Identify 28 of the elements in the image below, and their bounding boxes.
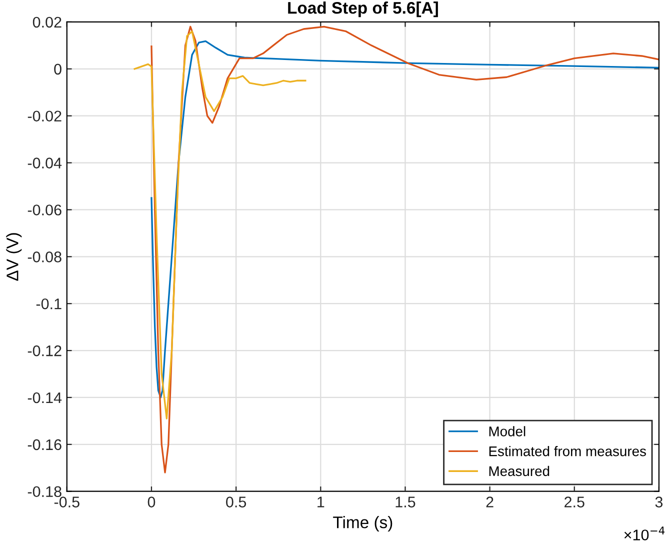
x-tick-label: 0 (148, 496, 156, 508)
text: ×10$^{−4}$ (624, 526, 665, 540)
y-tick-label: -0.08 (28, 252, 62, 262)
x-tick-label: 0.5 (226, 496, 246, 508)
y-tick-label: -0.06 (28, 204, 62, 216)
x-tick-label: -0.5 (54, 496, 80, 508)
y-axis-title: ΔV (V) (6, 233, 22, 281)
y-tick-label: -0.04 (28, 158, 62, 168)
y-tick-label: -0.14 (28, 392, 62, 404)
y-tick-label: -0.12 (28, 345, 62, 356)
chart-title: Load Step of 5.6[A] (288, 2, 438, 18)
x-tick-label: 3 (655, 496, 663, 508)
y-tick-label: -0.18 (28, 486, 62, 498)
x-axis-title: Time (s) (333, 516, 392, 532)
legend-label: Measured (489, 466, 550, 476)
x-tick-label: 2.5 (564, 496, 584, 508)
x-tick-label: 1 (318, 496, 324, 508)
y-tick-label: -0.1 (36, 298, 62, 310)
line-series (150, 40, 659, 398)
line-series (134, 30, 306, 420)
x-tick-label: 2 (486, 496, 494, 508)
x-tick-label: 1.5 (396, 496, 416, 508)
y-tick-label: 0.02 (32, 16, 62, 28)
y-tick-label: -0.02 (28, 110, 62, 122)
legend-label: Estimated from measures (489, 446, 646, 456)
y-tick-label: -0.16 (28, 439, 62, 450)
y-tick-label: 0 (54, 64, 62, 75)
legend-label: Model (489, 426, 526, 436)
